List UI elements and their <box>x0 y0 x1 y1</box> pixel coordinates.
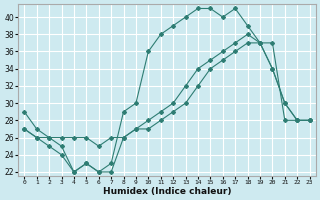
X-axis label: Humidex (Indice chaleur): Humidex (Indice chaleur) <box>103 187 231 196</box>
